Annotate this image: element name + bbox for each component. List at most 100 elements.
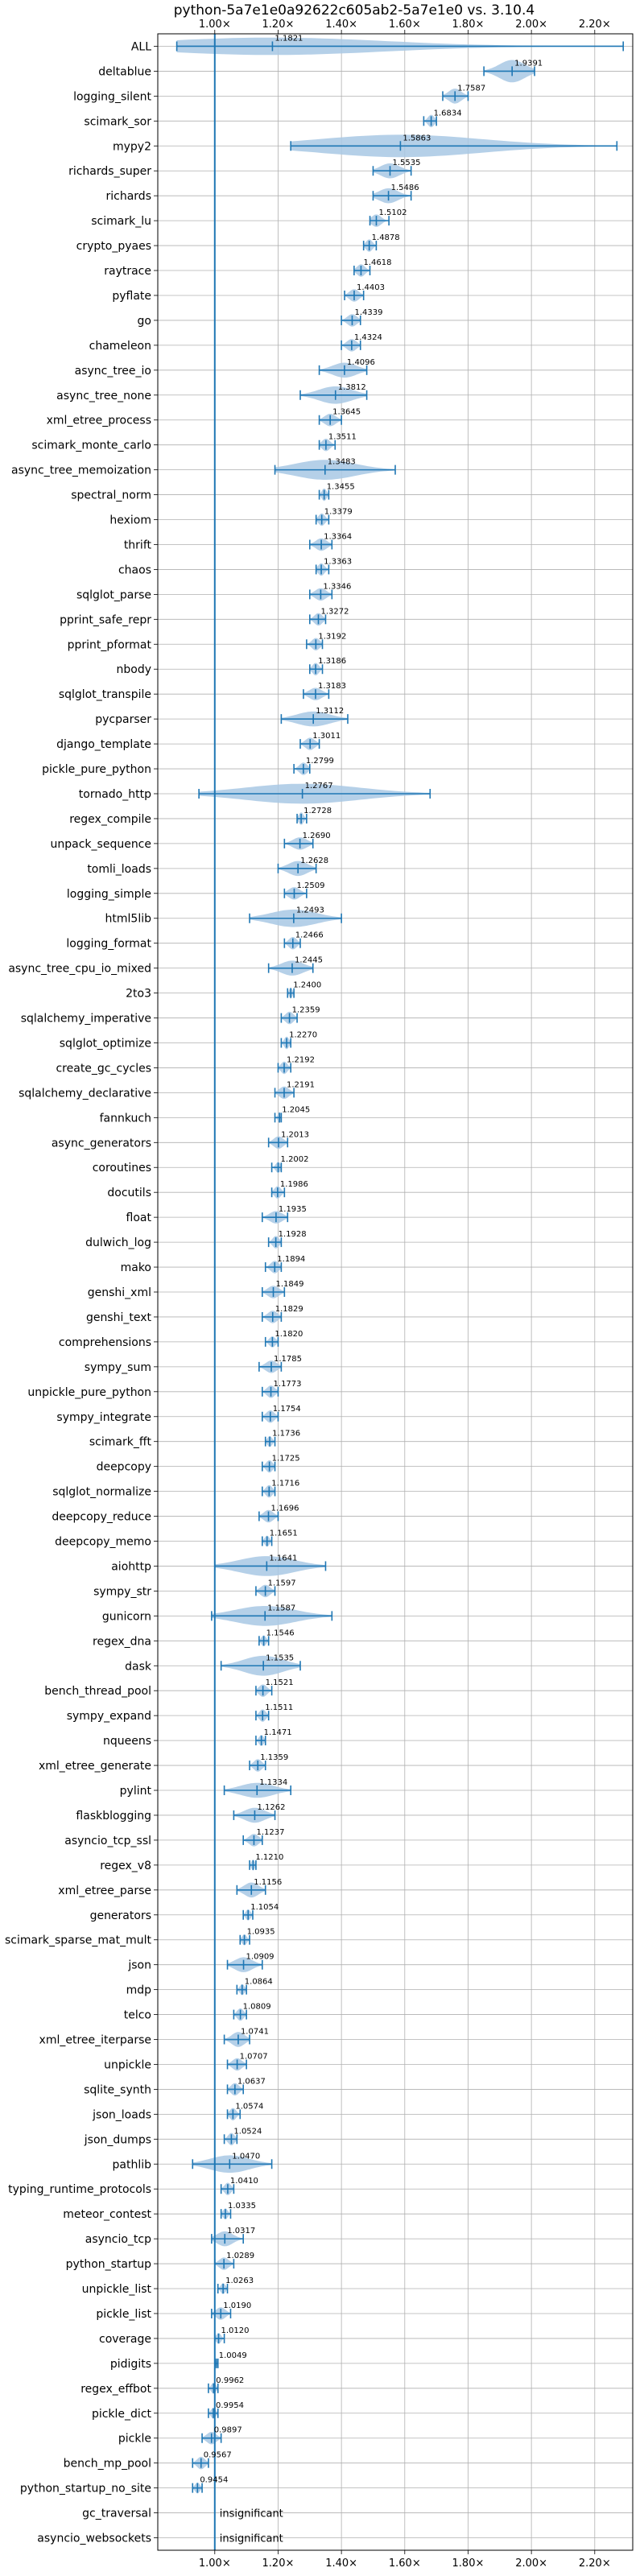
value-label: 1.2191 xyxy=(287,1080,315,1089)
benchmark-label: deepcopy xyxy=(97,1461,151,1474)
value-label: 1.0410 xyxy=(230,2177,258,2186)
x-tick-label-top: 2.00× xyxy=(515,19,547,31)
value-label: 1.1696 xyxy=(271,1505,299,1513)
value-label: 1.1651 xyxy=(270,1530,298,1538)
benchmark-label: sqlglot_optimize xyxy=(60,1037,151,1050)
benchmark-label: sqlite_synth xyxy=(84,2083,151,2096)
value-label: 1.1725 xyxy=(272,1455,300,1463)
benchmark-label: sympy_sum xyxy=(85,1361,151,1374)
value-label: 0.9567 xyxy=(204,2451,232,2460)
value-label: 1.7587 xyxy=(457,84,485,93)
value-label: 1.2767 xyxy=(305,782,333,791)
benchmark-label: bench_mp_pool xyxy=(64,2458,151,2471)
value-label: 1.2728 xyxy=(303,807,332,815)
benchmark-label: deepcopy_memo xyxy=(55,1536,151,1549)
benchmark-label: unpack_sequence xyxy=(51,838,151,851)
value-label: 1.1535 xyxy=(266,1653,294,1662)
value-label: 1.1546 xyxy=(266,1629,295,1637)
value-label: 1.5863 xyxy=(402,134,431,142)
benchmark-label: sympy_integrate xyxy=(56,1411,151,1424)
benchmark-label: scimark_sparse_mat_mult xyxy=(5,1934,151,1947)
benchmark-label: xml_etree_parse xyxy=(58,1885,151,1897)
value-label: 0.9897 xyxy=(214,2426,242,2435)
benchmark-label: sqlalchemy_declarative xyxy=(19,1087,151,1100)
value-label: 0.9454 xyxy=(200,2476,228,2485)
benchmark-label: tornado_http xyxy=(79,788,151,801)
value-label: 1.0263 xyxy=(225,2277,254,2285)
value-label: 1.0574 xyxy=(235,2102,263,2111)
benchmark-label: pyflate xyxy=(112,290,151,303)
benchmark-label: async_tree_memoization xyxy=(11,464,151,477)
benchmark-label: tomli_loads xyxy=(87,863,151,876)
value-label: 1.4618 xyxy=(363,258,391,267)
benchmark-label: mdp xyxy=(126,1984,152,1997)
value-label: 1.9391 xyxy=(514,59,543,68)
value-label: 1.1597 xyxy=(268,1579,296,1587)
value-label: 1.3183 xyxy=(318,682,346,691)
benchmark-label: asyncio_tcp xyxy=(85,2233,151,2246)
benchmark-label: dulwich_log xyxy=(85,1236,151,1249)
value-label: 1.0524 xyxy=(233,2127,262,2136)
value-label: 1.4096 xyxy=(347,358,375,367)
value-label: 1.4339 xyxy=(354,308,382,317)
value-label: 1.2445 xyxy=(295,956,323,965)
insignificant-label: insignificant xyxy=(220,2508,283,2520)
value-label: 1.0864 xyxy=(245,1978,273,1987)
x-tick-label-bottom: 1.60× xyxy=(389,2557,421,2570)
benchmark-label: python_startup_no_site xyxy=(20,2483,151,2496)
benchmark-label: nbody xyxy=(117,663,152,676)
benchmark-label: go xyxy=(138,315,151,328)
value-label: 1.1754 xyxy=(273,1405,301,1414)
grid-layer xyxy=(158,34,633,2550)
benchmark-label: async_tree_none xyxy=(56,390,151,402)
value-label: 1.0741 xyxy=(241,2028,269,2037)
value-label: 1.1054 xyxy=(250,1903,279,1912)
x-tick-label-top: 1.80× xyxy=(452,19,485,31)
value-label: 1.5486 xyxy=(391,184,419,192)
value-label: 1.0317 xyxy=(227,2227,255,2235)
value-label: 1.3011 xyxy=(312,732,341,741)
x-tick-label-top: 1.60× xyxy=(389,19,421,31)
benchmark-label: html5lib xyxy=(105,913,152,926)
benchmark-label: pickle_pure_python xyxy=(42,763,151,776)
label-layer: ALL deltablue logging_silent scimark_sormyp… xyxy=(5,34,543,2545)
benchmark-label: mypy2 xyxy=(113,140,151,153)
benchmark-label: comprehensions xyxy=(59,1336,151,1349)
value-label: 1.1829 xyxy=(275,1305,303,1314)
benchmark-label: gc_traversal xyxy=(82,2508,151,2520)
benchmark-label: pycparser xyxy=(95,713,151,726)
benchmark-label: unpickle_list xyxy=(82,2283,152,2296)
value-label: 1.5535 xyxy=(393,159,421,167)
value-label: 1.1736 xyxy=(272,1430,300,1439)
benchmark-label: logging_simple xyxy=(67,888,151,901)
benchmark-label: spectral_norm xyxy=(71,489,151,502)
benchmark-label: async_tree_io xyxy=(75,365,151,378)
benchmark-label: sqlglot_normalize xyxy=(52,1486,151,1499)
value-label: 1.1935 xyxy=(279,1205,307,1214)
benchmark-label: pickle xyxy=(118,2433,151,2446)
x-tick-label-top: 1.40× xyxy=(325,19,357,31)
x-tick-label-bottom: 2.20× xyxy=(579,2557,611,2570)
value-label: 1.2628 xyxy=(300,857,328,865)
benchmark-label: mako xyxy=(121,1261,151,1274)
value-label: 1.0335 xyxy=(228,2202,256,2211)
value-label: 1.2045 xyxy=(282,1105,310,1114)
value-label: 1.0190 xyxy=(223,2301,251,2310)
value-label: 1.0707 xyxy=(240,2052,268,2061)
benchmark-label: richards_super xyxy=(68,165,151,178)
benchmark-label: sympy_str xyxy=(93,1585,151,1598)
benchmark-label: scimark_lu xyxy=(91,215,151,228)
value-label: 0.9954 xyxy=(216,2401,244,2410)
value-label: 1.1587 xyxy=(267,1604,295,1612)
benchmark-label: unpickle xyxy=(104,2058,151,2071)
value-label: 1.1359 xyxy=(260,1753,288,1762)
chart-title: python-5a7e1e0a92622c605ab2-5a7e1e0 vs. … xyxy=(174,2,535,19)
value-label: 1.2013 xyxy=(281,1130,309,1139)
value-label: 1.1820 xyxy=(275,1330,303,1339)
value-label: 1.3511 xyxy=(328,433,357,442)
benchmark-label: unpickle_pure_python xyxy=(27,1386,151,1399)
benchmark-label: pylint xyxy=(120,1785,152,1798)
value-label: 1.4324 xyxy=(354,333,382,342)
